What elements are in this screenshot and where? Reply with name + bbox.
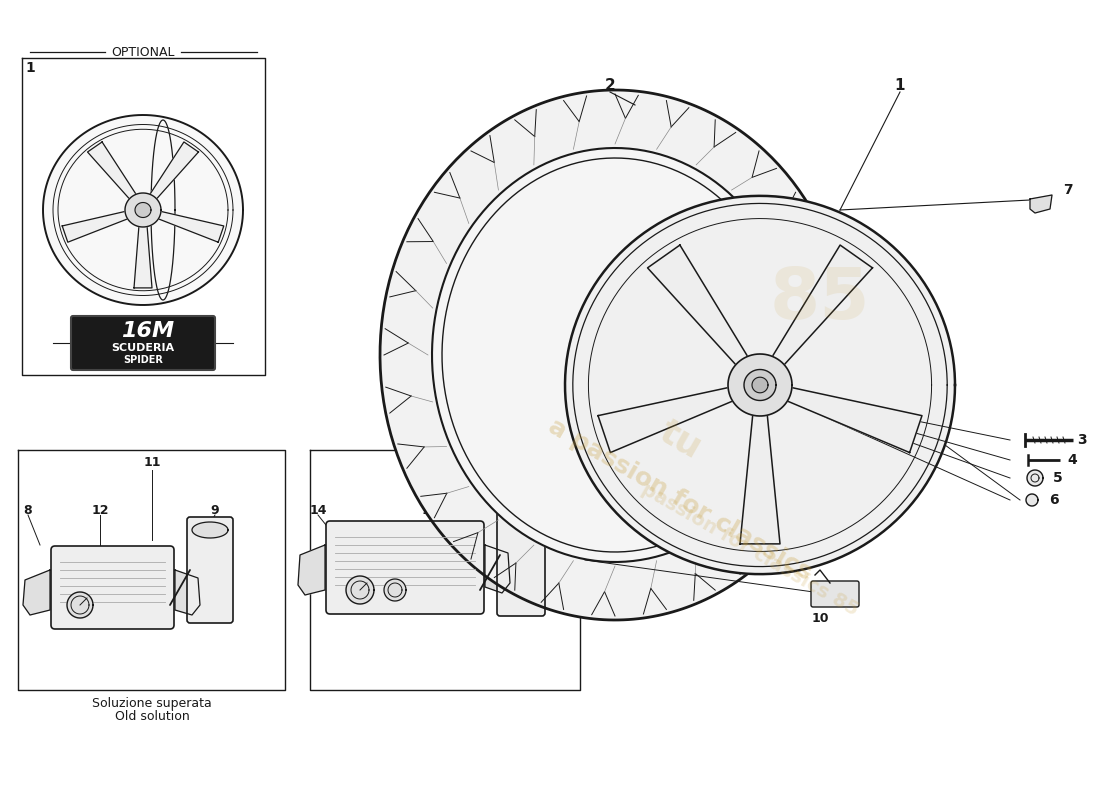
Text: 9: 9	[211, 503, 219, 517]
Polygon shape	[565, 196, 955, 574]
FancyBboxPatch shape	[187, 517, 233, 623]
Text: 7: 7	[1064, 183, 1072, 197]
Polygon shape	[346, 576, 374, 604]
FancyBboxPatch shape	[811, 581, 859, 607]
Text: 14: 14	[309, 503, 327, 517]
Polygon shape	[298, 545, 324, 595]
Text: 3: 3	[1077, 433, 1087, 447]
Polygon shape	[502, 501, 540, 519]
Polygon shape	[1026, 494, 1038, 506]
Polygon shape	[43, 115, 243, 305]
Polygon shape	[648, 245, 749, 367]
Text: OPTIONAL: OPTIONAL	[111, 46, 175, 58]
Polygon shape	[192, 522, 228, 538]
Polygon shape	[1027, 470, 1043, 486]
Polygon shape	[379, 90, 850, 620]
FancyBboxPatch shape	[497, 495, 544, 616]
Text: 12: 12	[91, 503, 109, 517]
FancyBboxPatch shape	[51, 546, 174, 629]
Polygon shape	[135, 202, 151, 218]
Polygon shape	[134, 226, 152, 288]
Polygon shape	[771, 245, 872, 367]
Text: passion for classics 85: passion for classics 85	[638, 480, 861, 620]
Text: 5: 5	[1053, 471, 1063, 485]
Text: 8: 8	[24, 503, 32, 517]
Polygon shape	[784, 387, 922, 453]
Polygon shape	[384, 579, 406, 601]
Polygon shape	[744, 370, 775, 401]
Text: 4: 4	[1067, 453, 1077, 467]
Polygon shape	[63, 211, 129, 242]
Polygon shape	[67, 592, 94, 618]
Polygon shape	[157, 211, 223, 242]
Text: SPIDER: SPIDER	[123, 355, 163, 365]
Text: 85: 85	[770, 266, 870, 334]
Polygon shape	[752, 378, 768, 393]
Text: tu: tu	[652, 414, 707, 466]
Text: 1: 1	[894, 78, 905, 93]
FancyBboxPatch shape	[326, 521, 484, 614]
Polygon shape	[485, 545, 510, 593]
Text: 2: 2	[605, 78, 615, 93]
Polygon shape	[432, 148, 798, 562]
Text: 16: 16	[421, 503, 439, 517]
Polygon shape	[1030, 195, 1052, 213]
Text: SCUDERIA: SCUDERIA	[111, 343, 175, 353]
Text: Soluzione superata: Soluzione superata	[92, 697, 212, 710]
Polygon shape	[125, 193, 161, 227]
Polygon shape	[175, 570, 200, 615]
Polygon shape	[150, 142, 198, 200]
FancyBboxPatch shape	[72, 316, 214, 370]
Polygon shape	[88, 142, 136, 200]
Polygon shape	[598, 387, 736, 453]
Polygon shape	[728, 354, 792, 416]
Text: a passion for classics: a passion for classics	[544, 414, 816, 586]
Text: 13: 13	[437, 455, 453, 469]
Text: 10: 10	[812, 611, 828, 625]
Text: Old solution: Old solution	[114, 710, 189, 722]
Polygon shape	[740, 412, 780, 544]
Text: 15: 15	[521, 503, 539, 517]
Text: 11: 11	[143, 455, 161, 469]
Text: 1: 1	[25, 61, 35, 75]
Polygon shape	[23, 570, 50, 615]
Text: 16M: 16M	[121, 321, 175, 341]
Text: 6: 6	[1049, 493, 1059, 507]
